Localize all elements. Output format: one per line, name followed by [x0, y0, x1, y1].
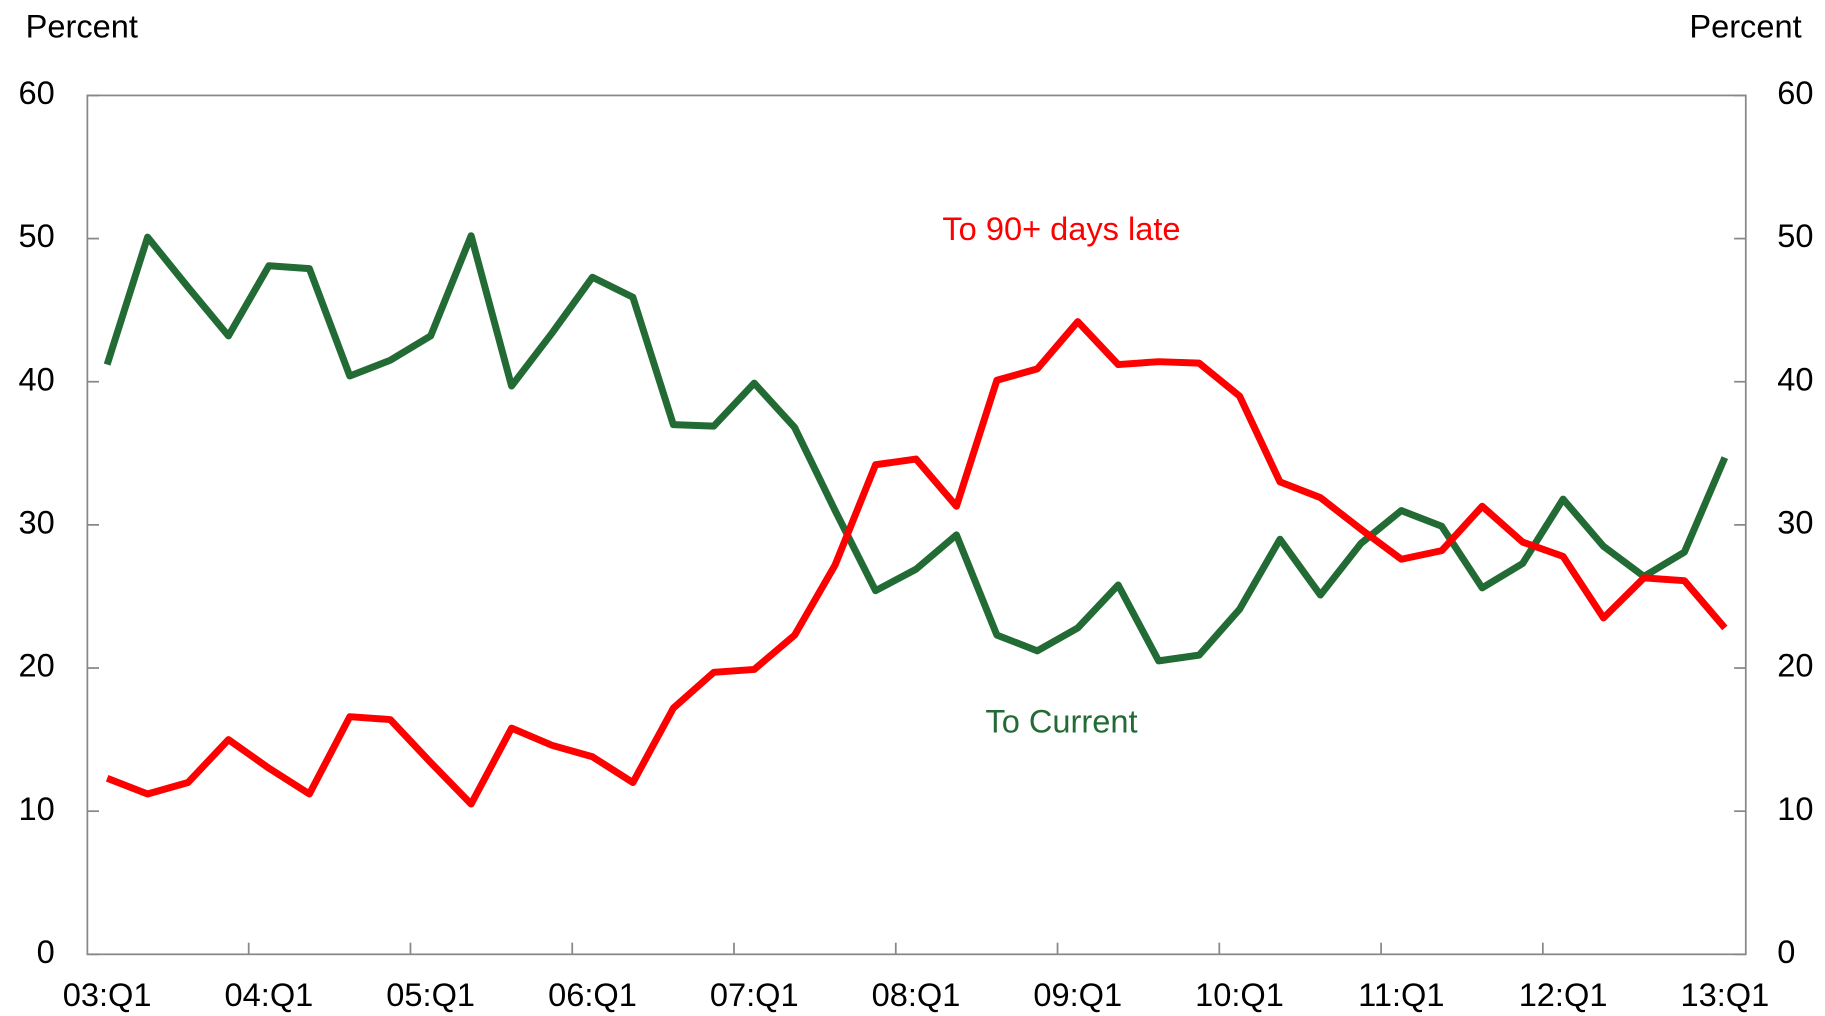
x-tick-label: 09:Q1: [1033, 977, 1122, 1013]
x-tick-label: 04:Q1: [225, 977, 314, 1013]
y-tick-label: 50: [19, 218, 55, 254]
y2-tick-label: 30: [1777, 504, 1813, 540]
x-tick-label: 11:Q1: [1358, 977, 1444, 1013]
y2-tick-label: 10: [1777, 791, 1813, 827]
y-tick-label: 30: [19, 504, 55, 540]
x-tick-label: 12:Q1: [1519, 977, 1608, 1013]
y-tick-label: 20: [19, 648, 55, 684]
series-label: To Current: [985, 703, 1137, 739]
y-tick-label: 10: [19, 791, 55, 827]
y2-tick-label: 0: [1777, 934, 1795, 970]
y-tick-label: 0: [37, 934, 55, 970]
plot-frame: [86, 94, 1747, 956]
series-line: [103, 232, 1729, 665]
y2-tick-label: 40: [1777, 361, 1813, 397]
x-tick-label: 05:Q1: [386, 977, 475, 1013]
y-tick-label: 40: [19, 361, 55, 397]
x-tick-label: 06:Q1: [548, 977, 637, 1013]
y-tick-label: 60: [19, 75, 55, 111]
y2-tick-label: 60: [1777, 75, 1813, 111]
x-tick-label: 07:Q1: [710, 977, 799, 1013]
x-tick-label: 10:Q1: [1195, 977, 1284, 1013]
y2-tick-label: 20: [1777, 648, 1813, 684]
y2-axis-label: Percent: [1689, 9, 1801, 45]
series-line: [105, 318, 1728, 808]
x-tick-label: 13:Q1: [1680, 977, 1769, 1013]
x-tick-label: 08:Q1: [872, 977, 961, 1013]
series-label: To 90+ days late: [942, 211, 1180, 247]
y2-tick-label: 50: [1777, 218, 1813, 254]
y-axis-label: Percent: [26, 9, 138, 45]
x-tick-label: 03:Q1: [63, 977, 152, 1013]
